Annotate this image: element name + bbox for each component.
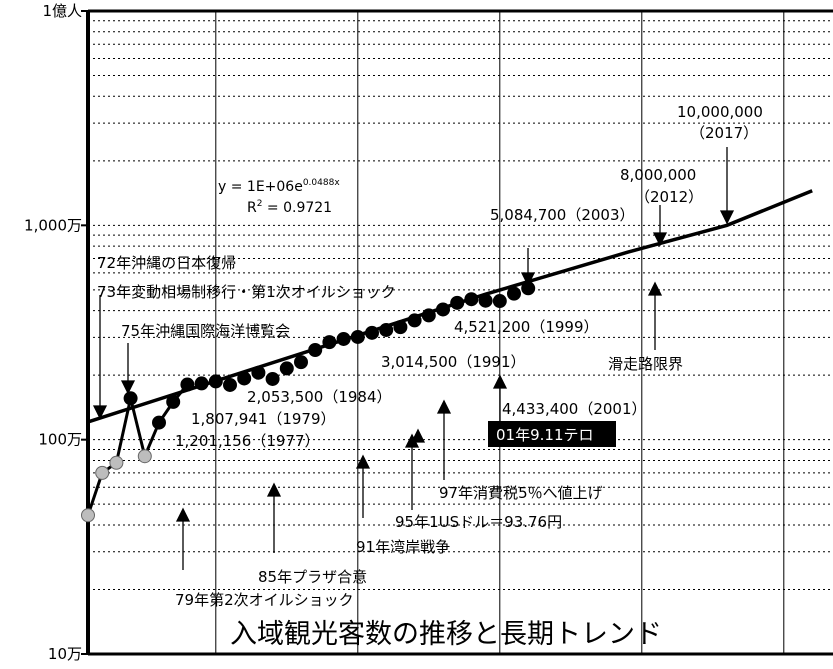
annotation-arrows [92,147,735,570]
data-point [194,376,209,391]
value-2017: 10,000,000 [677,103,763,121]
event-91: 91年湾岸戦争 [356,538,450,556]
data-point [365,325,379,340]
data-point [208,374,223,389]
data-point [137,449,152,464]
y-tick-label: 1億人 [42,2,82,20]
arrow-72 [92,295,108,420]
data-point [95,465,110,480]
data-point [507,286,521,301]
data-point [393,320,408,335]
value-1977: 1,201,156（1977） [175,432,320,450]
data-point [478,293,493,308]
event-85: 85年プラザ合意 [258,568,367,586]
arrow-95b [410,428,426,443]
data-point [436,302,450,317]
y-tick-label: 100万 [38,431,82,449]
data-point [521,281,536,296]
data-point [265,371,280,386]
data-point [322,335,337,350]
arrow-85 [266,482,282,553]
data-point [294,355,308,370]
y-tick-label: 1,000万 [24,216,82,234]
callout-911-label: 01年9.11テロ [496,426,594,444]
value-1999: 4,521,200（1999） [454,318,599,336]
arrow-runway [647,281,663,350]
data-point [379,322,394,337]
arrow-79 [175,507,191,570]
y-tick-label: 10万 [48,645,82,663]
value-1991: 3,014,500（1991） [381,353,526,371]
y-tick-labels: 10万 100万 1,000万 1億人 [24,2,88,663]
arrow-2017 [719,147,735,225]
event-95: 95年1USドル＝93.76円 [395,513,562,531]
value-2003: 5,084,700（2003） [490,206,635,224]
event-72: 72年沖縄の日本復帰 [97,254,236,272]
event-73: 73年変動相場制移行・第1次オイルショック [97,283,396,301]
data-point [223,377,237,392]
data-point [350,329,365,344]
horizontal-gridlines [88,20,833,590]
arrow-911 [492,374,508,424]
event-97: 97年消費税5％へ値上げ [439,484,603,502]
value-labels: 1,807,941（1979） 1,201,156（1977） 2,053,50… [175,103,763,450]
value-1979: 1,807,941（1979） [191,410,336,428]
callout-911-box [488,421,616,447]
event-75: 75年沖縄国際海洋博覧会 [121,322,290,340]
arrow-75 [120,343,136,395]
data-point [407,313,422,328]
arrow-95a [404,433,420,510]
data-point [336,331,351,346]
data-point [152,415,166,430]
data-point [450,295,465,310]
value-1984: 2,053,500（1984） [247,388,392,406]
value-2012: 8,000,000 [620,166,696,184]
data-points [81,281,536,523]
data-point [421,308,436,323]
trend-r2: R2 = 0.9721 [247,199,332,216]
arrow-97 [436,399,452,480]
data-point [464,292,479,307]
event-79: 79年第2次オイルショック [175,591,354,609]
value-2017-year: （2017） [690,124,758,142]
data-point [109,455,124,470]
chart-title: 入域観光客数の推移と長期トレンド [230,619,662,650]
value-2012-year: （2012） [635,188,703,206]
data-point [166,394,181,409]
data-point [180,377,195,392]
event-labels: 72年沖縄の日本復帰 73年変動相場制移行・第1次オイルショック 75年沖縄国際… [97,254,683,609]
trend-equation: y = 1E+06e0.0488x [218,178,340,195]
arrow-91 [355,454,371,518]
value-2001: 4,433,400（2001） [502,400,647,418]
arrow-2012 [652,205,668,247]
data-point [308,343,323,358]
data-point [492,294,507,309]
data-point [123,391,138,406]
data-point [237,371,252,386]
data-point [81,508,95,523]
event-runway: 滑走路限界 [608,355,683,373]
data-point [251,365,266,380]
data-point [279,361,294,376]
